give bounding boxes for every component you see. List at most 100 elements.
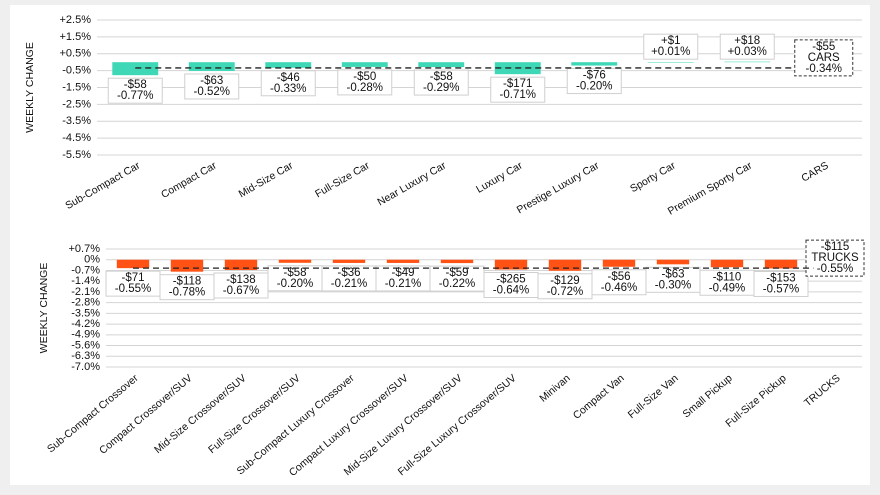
label-box: [267, 265, 323, 292]
label-box: [699, 269, 755, 296]
dollar-label: -$59: [445, 267, 468, 279]
value-label: -0.52%: [194, 86, 230, 98]
label-box: [490, 76, 546, 103]
dollar-label: +$18: [734, 35, 760, 47]
dollar-label: -$138: [226, 274, 255, 286]
y-tick-label: -3.5%: [62, 115, 91, 127]
label-box: [566, 68, 622, 95]
bar: [440, 259, 474, 264]
value-label: -0.57%: [763, 283, 799, 295]
label-box: [719, 33, 775, 60]
dollar-label: -$118: [173, 276, 202, 288]
value-label: -0.20%: [576, 81, 612, 93]
bar: [112, 62, 159, 76]
bar: [548, 259, 582, 271]
dollar-label: -$56: [607, 271, 630, 283]
label-box: [184, 73, 240, 100]
label-box: [591, 269, 647, 296]
y-tick-label: -2.8%: [71, 297, 100, 309]
bar: [764, 259, 798, 269]
bar: [386, 259, 420, 263]
dollar-label: -$265: [496, 274, 525, 286]
bar: [602, 259, 636, 267]
y-tick-label: +0.5%: [60, 48, 92, 60]
dollar-label: -$71: [121, 272, 144, 284]
bar: [170, 259, 204, 272]
dollar-label: -$58: [124, 79, 147, 91]
value-label: -0.46%: [601, 282, 637, 294]
value-label: -0.33%: [270, 83, 306, 95]
y-tick-label: +0.7%: [69, 243, 101, 255]
bar: [724, 61, 771, 63]
dollar-label: -$76: [583, 70, 606, 82]
value-label: -0.30%: [655, 279, 691, 291]
label-box: [107, 77, 163, 104]
value-label: -0.55%: [817, 263, 853, 275]
bar: [571, 62, 618, 66]
value-label: -0.21%: [385, 278, 421, 290]
aggregate-name: CARS: [808, 52, 840, 64]
bar: [116, 259, 150, 269]
value-label: -0.20%: [277, 278, 313, 290]
y-tick-label: -2.5%: [62, 98, 91, 110]
dollar-label: -$129: [550, 275, 579, 287]
y-tick-label: +1.5%: [60, 31, 92, 43]
dollar-label: +$1: [661, 35, 681, 47]
label-box: [643, 33, 699, 60]
value-label: -0.78%: [169, 287, 205, 299]
value-label: -0.49%: [709, 282, 745, 294]
bar: [265, 62, 312, 68]
value-label: -0.21%: [331, 278, 367, 290]
dollar-label: -$50: [353, 71, 376, 83]
bar: [188, 62, 235, 71]
value-label: -0.29%: [423, 82, 459, 94]
dollar-label: -$63: [661, 268, 684, 280]
y-tick-label: -1.4%: [71, 275, 100, 287]
bar: [341, 62, 388, 67]
bar: [494, 259, 528, 270]
bar: [710, 259, 744, 268]
y-tick-label: -6.3%: [71, 350, 100, 362]
dollar-label: -$55: [812, 41, 835, 53]
y-tick-label: -0.7%: [71, 264, 100, 276]
value-label: -0.22%: [439, 278, 475, 290]
value-label: +0.01%: [651, 46, 690, 58]
y-tick-label: 0%: [84, 254, 100, 266]
value-label: -0.77%: [117, 90, 153, 102]
dollar-label: -$115: [821, 241, 850, 253]
y-tick-label: -4.5%: [62, 132, 91, 144]
y-axis-label: WEEKLY CHANGE: [24, 42, 36, 133]
aggregate-box: [794, 39, 854, 77]
dollar-label: -$36: [337, 267, 360, 279]
bar: [418, 62, 465, 68]
label-box: [413, 69, 469, 96]
aggregate-name: TRUCKS: [811, 252, 859, 264]
y-tick-label: -4.9%: [71, 329, 100, 341]
y-tick-label: -5.5%: [62, 149, 91, 161]
bar: [224, 259, 258, 270]
bar: [278, 259, 312, 263]
y-tick-label: -3.5%: [71, 307, 100, 319]
label-box: [337, 69, 393, 96]
dollar-label: -$49: [391, 267, 414, 279]
y-axis-label: WEEKLY CHANGE: [38, 263, 50, 354]
label-box: [645, 266, 701, 293]
y-tick-label: -7.0%: [71, 361, 100, 373]
label-box: [537, 273, 593, 300]
dollar-label: -$46: [277, 72, 300, 84]
y-tick-label: -2.1%: [71, 286, 100, 298]
aggregate-box: [805, 239, 865, 277]
dollar-label: -$110: [713, 271, 742, 283]
y-tick-label: +2.5%: [60, 14, 92, 26]
bar: [332, 259, 366, 263]
value-label: -0.34%: [806, 63, 842, 75]
dollar-label: -$63: [200, 75, 223, 87]
dollar-label: -$153: [766, 272, 795, 284]
value-label: -0.64%: [493, 285, 529, 297]
label-box: [260, 70, 316, 97]
y-tick-label: -4.2%: [71, 318, 100, 330]
y-tick-label: -5.6%: [71, 339, 100, 351]
value-label: -0.55%: [115, 283, 151, 295]
value-label: -0.67%: [223, 285, 259, 297]
